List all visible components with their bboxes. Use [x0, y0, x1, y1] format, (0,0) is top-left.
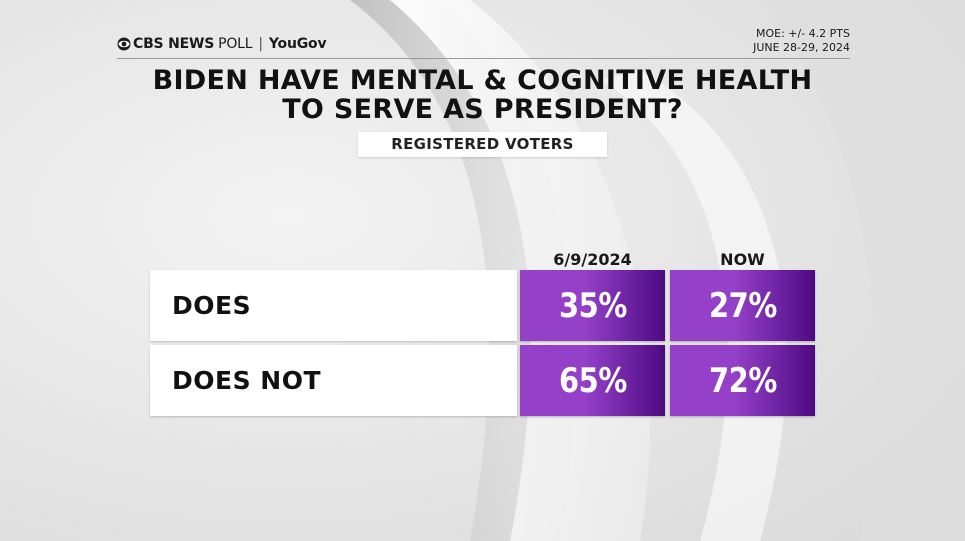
chart-subtitle: REGISTERED VOTERS	[358, 132, 607, 157]
row-label-does-not: DOES NOT	[150, 345, 517, 416]
cbs-eye-icon	[117, 37, 131, 51]
cbs-news-poll-logo: CBS NEWS POLL | YouGov	[117, 36, 327, 52]
cell-value: 27%	[708, 285, 777, 326]
chart-title-line-2: TO SERVE AS PRESIDENT?	[282, 94, 683, 125]
poll-dates: JUNE 28-29, 2024	[753, 41, 850, 54]
cell-does-not-june: 65%	[520, 345, 665, 416]
column-header-now: NOW	[720, 250, 765, 269]
poll-info: MOE: +/- 4.2 PTS JUNE 28-29, 2024	[753, 27, 850, 55]
cell-value: 72%	[708, 360, 777, 401]
cell-does-not-now: 72%	[670, 345, 815, 416]
column-header-june: 6/9/2024	[553, 250, 632, 269]
cell-does-june: 35%	[520, 270, 665, 341]
row-label-text: DOES NOT	[172, 366, 322, 395]
row-label-text: DOES	[172, 291, 252, 320]
chart-title-line-1: BIDEN HAVE MENTAL & COGNITIVE HEALTH	[152, 65, 813, 96]
cell-value: 35%	[558, 285, 627, 326]
logo-separator: |	[258, 36, 263, 52]
chart-title: BIDEN HAVE MENTAL & COGNITIVE HEALTH TO …	[100, 66, 865, 124]
margin-of-error: MOE: +/- 4.2 PTS	[755, 27, 850, 40]
row-label-does: DOES	[150, 270, 517, 341]
logo-poll: POLL	[218, 36, 253, 52]
cell-value: 65%	[558, 360, 627, 401]
logo-yougov: YouGov	[268, 36, 327, 52]
logo-cbs-news: CBS NEWS	[133, 36, 215, 52]
cell-does-now: 27%	[670, 270, 815, 341]
header-divider	[117, 58, 850, 59]
